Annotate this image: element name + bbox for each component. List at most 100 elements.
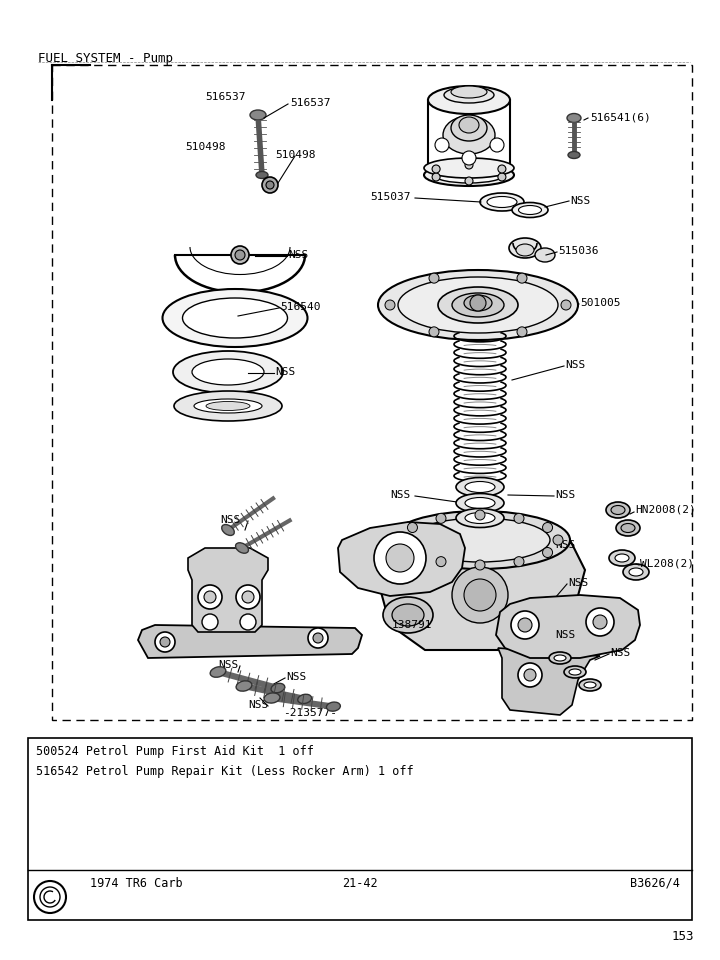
Text: 516537: 516537	[290, 98, 330, 108]
Circle shape	[202, 614, 218, 630]
Circle shape	[198, 585, 222, 609]
Ellipse shape	[194, 399, 262, 413]
Ellipse shape	[465, 482, 495, 492]
Circle shape	[465, 177, 473, 185]
Ellipse shape	[623, 564, 649, 580]
Circle shape	[266, 181, 274, 189]
Circle shape	[593, 615, 607, 629]
Circle shape	[435, 138, 449, 152]
Polygon shape	[338, 522, 465, 596]
Ellipse shape	[210, 667, 226, 677]
Ellipse shape	[569, 669, 581, 675]
Circle shape	[436, 514, 446, 523]
Ellipse shape	[536, 604, 568, 626]
Circle shape	[475, 560, 485, 570]
Text: 516537: 516537	[205, 92, 246, 102]
Ellipse shape	[222, 524, 234, 536]
Circle shape	[155, 632, 175, 652]
Ellipse shape	[451, 115, 487, 141]
Text: 515036: 515036	[558, 246, 598, 256]
Circle shape	[432, 165, 440, 173]
Circle shape	[543, 547, 552, 558]
Circle shape	[465, 161, 473, 169]
Ellipse shape	[451, 86, 487, 98]
Ellipse shape	[516, 244, 534, 256]
Text: NSS: NSS	[555, 490, 575, 500]
Circle shape	[553, 535, 563, 545]
Circle shape	[429, 326, 439, 337]
Ellipse shape	[424, 164, 514, 186]
Text: 21-42: 21-42	[342, 877, 378, 890]
Polygon shape	[375, 540, 585, 650]
Text: NSS: NSS	[568, 578, 588, 588]
Ellipse shape	[444, 87, 494, 103]
Circle shape	[374, 532, 426, 584]
Text: 138791: 138791	[392, 620, 433, 630]
Circle shape	[262, 177, 278, 193]
Ellipse shape	[174, 391, 282, 421]
Text: NSS: NSS	[555, 540, 575, 550]
Ellipse shape	[527, 597, 577, 633]
Ellipse shape	[518, 205, 541, 214]
Ellipse shape	[464, 295, 492, 311]
Text: 510498: 510498	[275, 150, 315, 160]
Circle shape	[464, 579, 496, 611]
Circle shape	[462, 151, 476, 165]
Circle shape	[436, 557, 446, 566]
Circle shape	[543, 522, 552, 533]
Ellipse shape	[390, 511, 570, 569]
Ellipse shape	[456, 509, 504, 527]
Text: 516540: 516540	[280, 302, 320, 312]
Text: NSS: NSS	[275, 367, 295, 377]
Ellipse shape	[264, 693, 280, 703]
Text: NSS: NSS	[286, 672, 306, 682]
Polygon shape	[496, 595, 640, 658]
Text: 501005: 501005	[580, 298, 621, 308]
Text: HN2008(2): HN2008(2)	[635, 504, 696, 514]
Ellipse shape	[564, 666, 586, 678]
Circle shape	[517, 326, 527, 337]
Circle shape	[518, 618, 532, 632]
Ellipse shape	[465, 513, 495, 523]
Text: NSS: NSS	[288, 250, 308, 260]
Circle shape	[498, 165, 506, 173]
Ellipse shape	[609, 550, 635, 566]
Circle shape	[385, 300, 395, 310]
Ellipse shape	[206, 401, 250, 411]
Ellipse shape	[568, 152, 580, 158]
Text: NSS: NSS	[218, 660, 238, 670]
Circle shape	[475, 510, 485, 520]
Text: B3626/4: B3626/4	[630, 877, 680, 890]
Text: WL208(2): WL208(2)	[640, 558, 694, 568]
Text: 153: 153	[672, 930, 695, 943]
Ellipse shape	[428, 86, 510, 114]
Circle shape	[511, 611, 539, 639]
Ellipse shape	[163, 289, 307, 347]
Ellipse shape	[456, 493, 504, 513]
Ellipse shape	[182, 298, 287, 338]
Circle shape	[386, 544, 414, 572]
Ellipse shape	[584, 682, 596, 688]
Text: 510498: 510498	[185, 142, 225, 152]
Ellipse shape	[383, 597, 433, 633]
Ellipse shape	[509, 238, 541, 258]
Ellipse shape	[424, 158, 514, 178]
Ellipse shape	[326, 702, 341, 711]
Ellipse shape	[611, 506, 625, 515]
Circle shape	[561, 300, 571, 310]
Ellipse shape	[378, 270, 578, 340]
Text: 516542 Petrol Pump Repair Kit (Less Rocker Arm) 1 off: 516542 Petrol Pump Repair Kit (Less Rock…	[36, 765, 413, 778]
Circle shape	[586, 608, 614, 636]
Circle shape	[408, 547, 418, 558]
Ellipse shape	[173, 351, 283, 393]
Circle shape	[160, 637, 170, 647]
Polygon shape	[498, 648, 600, 715]
Circle shape	[429, 274, 439, 283]
Circle shape	[308, 628, 328, 648]
Text: NSS: NSS	[555, 630, 575, 640]
Ellipse shape	[438, 287, 518, 323]
Circle shape	[236, 585, 260, 609]
Circle shape	[408, 522, 418, 533]
Circle shape	[524, 669, 536, 681]
Circle shape	[452, 567, 508, 623]
